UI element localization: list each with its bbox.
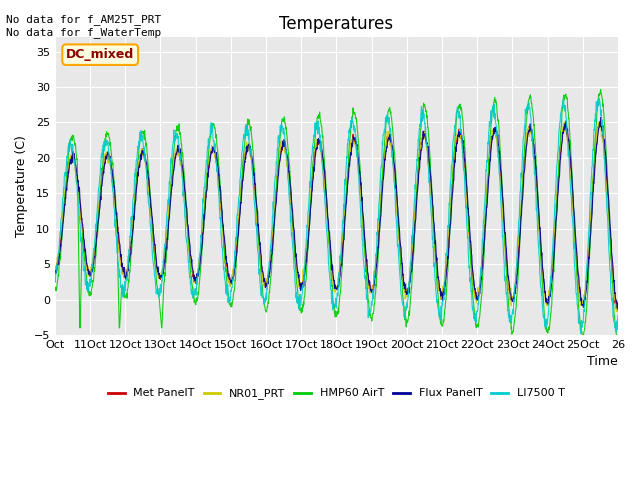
Legend: Met PanelT, NR01_PRT, HMP60 AirT, Flux PanelT, LI7500 T: Met PanelT, NR01_PRT, HMP60 AirT, Flux P… bbox=[104, 384, 570, 404]
X-axis label: Time: Time bbox=[587, 355, 618, 368]
Text: No data for f_AM25T_PRT
No data for f_WaterTemp: No data for f_AM25T_PRT No data for f_Wa… bbox=[6, 14, 162, 38]
Y-axis label: Temperature (C): Temperature (C) bbox=[15, 135, 28, 237]
Text: DC_mixed: DC_mixed bbox=[66, 48, 134, 61]
Title: Temperatures: Temperatures bbox=[279, 15, 394, 33]
